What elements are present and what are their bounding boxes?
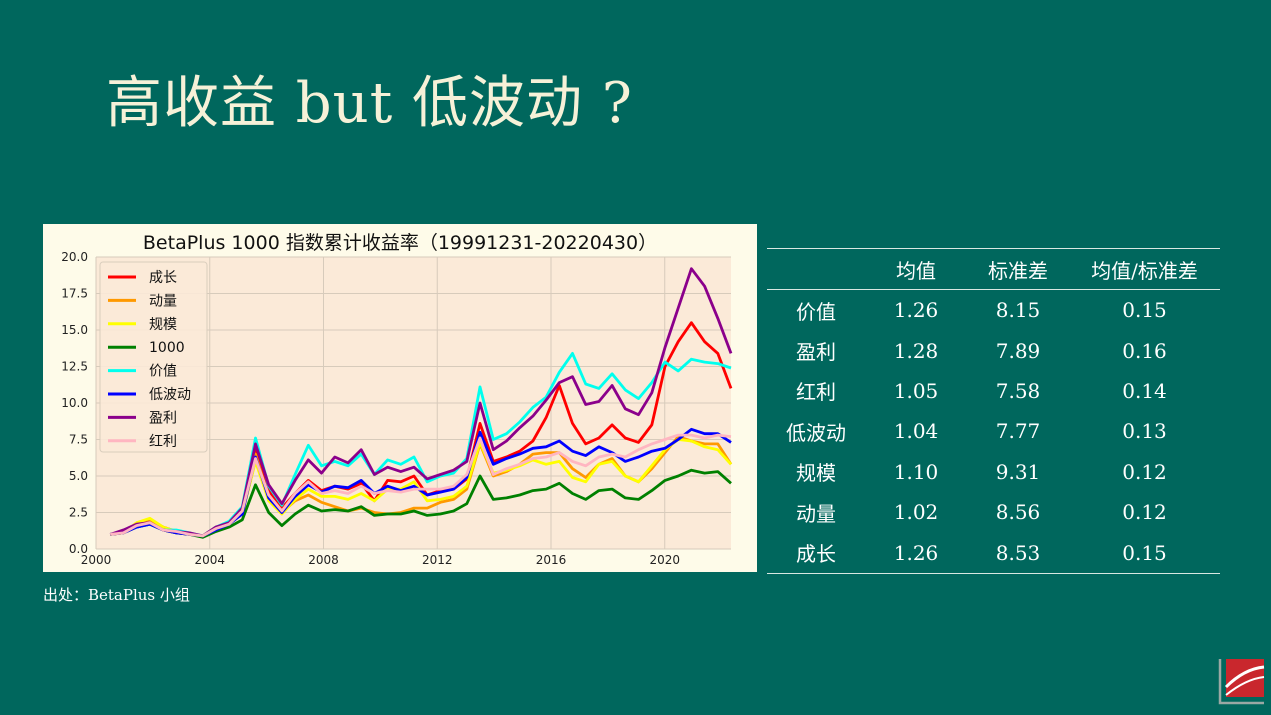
- legend-label: 规模: [149, 317, 177, 333]
- x-tick-label: 2008: [308, 553, 339, 567]
- table-cell: 0.16: [1122, 338, 1167, 363]
- table-cell: 7.77: [995, 419, 1041, 444]
- logo-icon: [1218, 657, 1266, 705]
- table-row: 红利 1.05 7.58 0.14: [767, 371, 1220, 411]
- x-tick-label: 2012: [422, 553, 453, 567]
- table-cell: 0.14: [1122, 378, 1167, 403]
- table-cell: 0.12: [1122, 459, 1167, 484]
- legend-label: 动量: [149, 293, 177, 309]
- y-tick-label: 7.5: [69, 433, 88, 447]
- y-tick-label: 17.5: [61, 287, 88, 301]
- row-label: 成长: [796, 542, 836, 567]
- row-label: 低波动: [786, 420, 846, 445]
- table-row: 价值 1.26 8.15 0.15: [767, 290, 1220, 331]
- legend-label: 成长: [149, 270, 177, 286]
- table-row: 盈利 1.28 7.89 0.16: [767, 330, 1220, 370]
- row-label: 动量: [796, 501, 836, 526]
- source-note: 出处：BetaPlus 小组: [43, 586, 190, 604]
- legend-label: 1000: [149, 340, 185, 356]
- table-cell: 1.05: [893, 378, 939, 403]
- header-cell: 均值: [896, 258, 936, 283]
- x-tick-label: 2016: [536, 553, 567, 567]
- table-cell: 0.12: [1122, 500, 1167, 525]
- x-tick-label: 2004: [194, 553, 225, 567]
- table-row: 成长 1.26 8.53 0.15: [767, 532, 1220, 574]
- row-label: 盈利: [796, 340, 836, 365]
- table-cell: 8.15: [995, 298, 1041, 323]
- y-tick-label: 0.0: [69, 542, 88, 556]
- table-row: 动量 1.02 8.56 0.12: [767, 492, 1220, 532]
- table-cell: 9.31: [995, 459, 1041, 484]
- table-cell: 1.28: [893, 338, 939, 363]
- table-cell: 1.10: [893, 459, 939, 484]
- chart-title: BetaPlus 1000 指数累计收益率（19991231-20220430）: [143, 232, 657, 254]
- stats-table: 均值 标准差 均值/标准差 价值 1.26 8.15 0.15 盈利 1.28 7.89 0.…: [767, 248, 1220, 574]
- table-cell: 8.56: [995, 500, 1041, 525]
- x-tick-label: 2020: [649, 553, 680, 567]
- table-cell: 1.04: [893, 419, 939, 444]
- y-tick-label: 10.0: [61, 396, 88, 410]
- y-tick-label: 5.0: [69, 469, 88, 483]
- table-cell: 0.15: [1122, 298, 1167, 323]
- cumulative-return-chart: BetaPlus 1000 指数累计收益率（19991231-20220430）…: [61, 232, 733, 567]
- table-cell: 7.58: [995, 378, 1041, 403]
- header-cell: 标准差: [988, 258, 1048, 283]
- table-header-row: 均值 标准差 均值/标准差: [767, 248, 1220, 290]
- legend-label: 价值: [149, 364, 177, 380]
- series-line-红利: [110, 433, 732, 538]
- row-label: 规模: [796, 461, 836, 486]
- row-label: 红利: [796, 380, 836, 405]
- table-cell: 0.15: [1122, 540, 1167, 565]
- header-cell: [767, 249, 865, 290]
- legend-label: 盈利: [149, 410, 177, 426]
- header-cell: 均值/标准差: [1091, 258, 1198, 283]
- legend-box: [99, 261, 208, 453]
- chart-panel: BetaPlus 1000 指数累计收益率（19991231-20220430）…: [43, 224, 757, 572]
- table-cell: 1.02: [893, 500, 939, 525]
- slide-title: 高收益 but 低波动 ?: [106, 71, 633, 136]
- table-row: 低波动 1.04 7.77 0.13: [767, 411, 1220, 451]
- row-label: 价值: [796, 299, 836, 324]
- y-tick-label: 15.0: [61, 323, 88, 337]
- table-cell: 1.26: [893, 540, 939, 565]
- table-row: 规模 1.10 9.31 0.12: [767, 452, 1220, 492]
- table-cell: 7.89: [995, 338, 1041, 363]
- legend-label: 红利: [149, 434, 177, 450]
- legend-label: 低波动: [149, 387, 191, 403]
- table-cell: 1.26: [893, 298, 939, 323]
- table-cell: 8.53: [995, 540, 1041, 565]
- y-tick-label: 20.0: [61, 250, 88, 264]
- y-tick-label: 2.5: [69, 506, 88, 520]
- x-tick-label: 2000: [81, 553, 112, 567]
- table-cell: 0.13: [1122, 419, 1167, 444]
- y-tick-label: 12.5: [61, 360, 88, 374]
